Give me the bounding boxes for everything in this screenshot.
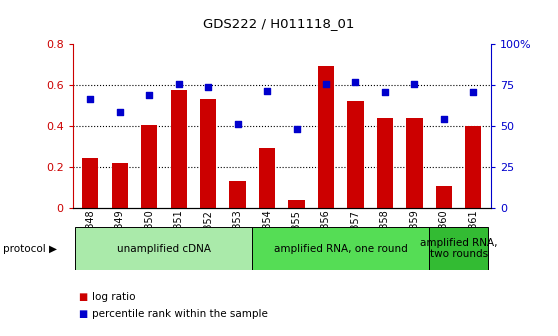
Bar <box>318 66 334 208</box>
Bar <box>348 101 364 208</box>
Point <box>204 85 213 90</box>
Point <box>351 79 360 84</box>
Bar <box>259 148 275 208</box>
Point <box>469 90 478 95</box>
Point <box>145 92 153 97</box>
Point <box>86 96 95 101</box>
Point <box>263 89 272 94</box>
Text: GDS222 / H011118_01: GDS222 / H011118_01 <box>203 17 355 30</box>
Bar <box>229 180 246 208</box>
Point <box>410 81 419 87</box>
Bar <box>436 186 452 208</box>
Bar <box>429 227 488 270</box>
Bar <box>377 118 393 208</box>
Bar <box>82 158 98 208</box>
Bar <box>288 200 305 208</box>
Point <box>321 81 330 87</box>
Bar <box>141 125 157 208</box>
Text: amplified RNA, one round: amplified RNA, one round <box>274 244 407 254</box>
Text: percentile rank within the sample: percentile rank within the sample <box>92 309 268 319</box>
Text: unamplified cDNA: unamplified cDNA <box>117 244 211 254</box>
Point <box>233 121 242 126</box>
Text: log ratio: log ratio <box>92 292 136 302</box>
Point <box>439 117 448 122</box>
Bar <box>75 227 252 270</box>
Bar <box>252 227 429 270</box>
Bar <box>465 126 482 208</box>
Point <box>116 109 124 115</box>
Bar <box>406 118 422 208</box>
Text: protocol ▶: protocol ▶ <box>3 244 57 254</box>
Bar <box>200 99 216 208</box>
Bar <box>171 90 187 208</box>
Point <box>381 90 389 95</box>
Text: amplified RNA,
two rounds: amplified RNA, two rounds <box>420 238 497 259</box>
Bar <box>112 163 128 208</box>
Text: ■: ■ <box>78 309 88 319</box>
Text: ■: ■ <box>78 292 88 302</box>
Point <box>292 127 301 132</box>
Point <box>174 81 183 87</box>
